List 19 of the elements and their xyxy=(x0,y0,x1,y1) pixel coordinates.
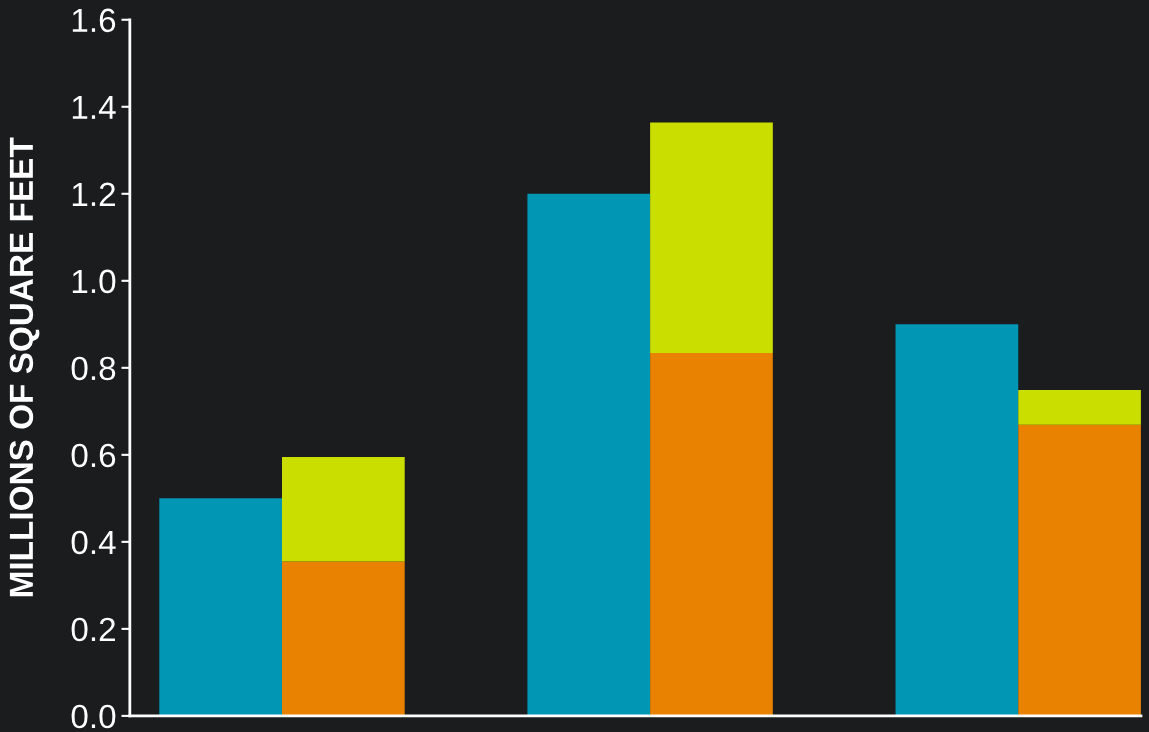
bar xyxy=(159,498,282,716)
bar xyxy=(527,193,651,716)
bar xyxy=(895,324,1019,716)
y-tick-label: 1.0 xyxy=(72,269,116,294)
y-tick-label: 1.6 xyxy=(72,8,116,33)
bar xyxy=(282,457,405,562)
bar xyxy=(1018,390,1141,425)
bar xyxy=(1018,424,1141,716)
y-tick-label: 0.2 xyxy=(71,617,115,642)
y-tick-label: 0.0 xyxy=(71,704,116,729)
bar xyxy=(282,561,405,716)
y-tick-label: 1.4 xyxy=(72,95,116,119)
y-tick-label: 0.4 xyxy=(71,530,116,555)
y-tick-label: 0.8 xyxy=(71,356,116,381)
bar xyxy=(650,122,773,354)
y-tick-label: 0.6 xyxy=(71,443,116,468)
y-axis-title: MILLIONS OF SQUARE FEET xyxy=(9,137,40,597)
bar xyxy=(650,353,773,716)
y-tick-label: 1.2 xyxy=(72,182,115,206)
